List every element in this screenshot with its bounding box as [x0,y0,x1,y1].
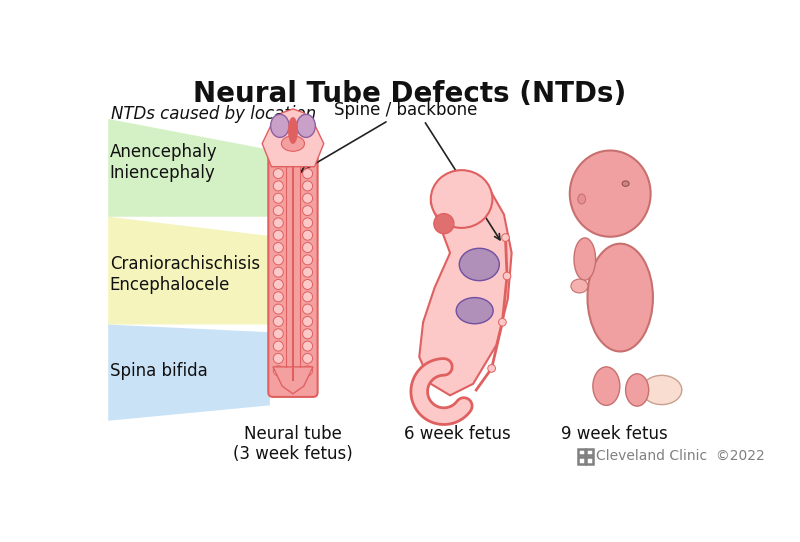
Circle shape [274,353,283,364]
Ellipse shape [593,367,620,405]
Circle shape [302,341,313,351]
Circle shape [302,242,313,253]
Circle shape [274,317,283,326]
Circle shape [274,329,283,339]
Ellipse shape [622,181,629,186]
Circle shape [274,193,283,203]
Text: Spina bifida: Spina bifida [110,362,207,380]
Polygon shape [108,217,270,325]
Circle shape [274,242,283,253]
Circle shape [302,181,313,191]
Text: 6 week fetus: 6 week fetus [404,424,511,443]
FancyBboxPatch shape [268,149,318,397]
Circle shape [274,267,283,277]
Text: Neural tube
(3 week fetus): Neural tube (3 week fetus) [233,424,353,463]
Circle shape [502,234,510,241]
Text: Anencephaly
Iniencephaly: Anencephaly Iniencephaly [110,144,218,182]
Polygon shape [419,180,512,395]
Polygon shape [262,109,324,167]
Ellipse shape [570,151,650,237]
Circle shape [498,318,506,326]
Circle shape [302,205,313,216]
Text: Neural Tube Defects (NTDs): Neural Tube Defects (NTDs) [194,80,626,108]
Circle shape [274,181,283,191]
Circle shape [274,205,283,216]
Ellipse shape [456,298,493,324]
Circle shape [302,280,313,289]
Circle shape [488,365,495,372]
Ellipse shape [297,114,315,138]
Circle shape [302,255,313,265]
Circle shape [302,292,313,302]
Circle shape [302,317,313,326]
Circle shape [274,304,283,314]
Polygon shape [108,325,270,421]
Circle shape [274,230,283,240]
Ellipse shape [430,170,492,228]
Circle shape [302,218,313,228]
Text: Cleveland Clinic  ©2022: Cleveland Clinic ©2022 [596,449,765,463]
Text: NTDs caused by location: NTDs caused by location [111,105,316,123]
Circle shape [302,267,313,277]
Ellipse shape [578,194,586,204]
Circle shape [302,329,313,339]
Text: 9 week fetus: 9 week fetus [561,424,667,443]
Circle shape [274,218,283,228]
Polygon shape [273,367,313,394]
Ellipse shape [642,376,682,405]
Circle shape [302,304,313,314]
Ellipse shape [626,374,649,406]
Polygon shape [108,119,270,217]
Circle shape [274,169,283,179]
Ellipse shape [587,244,653,351]
Circle shape [274,292,283,302]
Ellipse shape [270,114,289,138]
Circle shape [434,214,454,234]
Circle shape [274,255,283,265]
Circle shape [302,230,313,240]
Circle shape [302,366,313,376]
Text: Craniorachischisis
Encephalocele: Craniorachischisis Encephalocele [110,255,260,294]
Circle shape [302,169,313,179]
Ellipse shape [571,279,588,293]
Circle shape [274,366,283,376]
Ellipse shape [282,136,305,151]
Circle shape [274,280,283,289]
Ellipse shape [459,248,499,281]
Ellipse shape [288,118,298,144]
Text: Spine / backbone: Spine / backbone [334,101,478,119]
Ellipse shape [574,238,595,280]
Circle shape [274,341,283,351]
Circle shape [302,193,313,203]
Circle shape [503,272,511,280]
Circle shape [302,353,313,364]
